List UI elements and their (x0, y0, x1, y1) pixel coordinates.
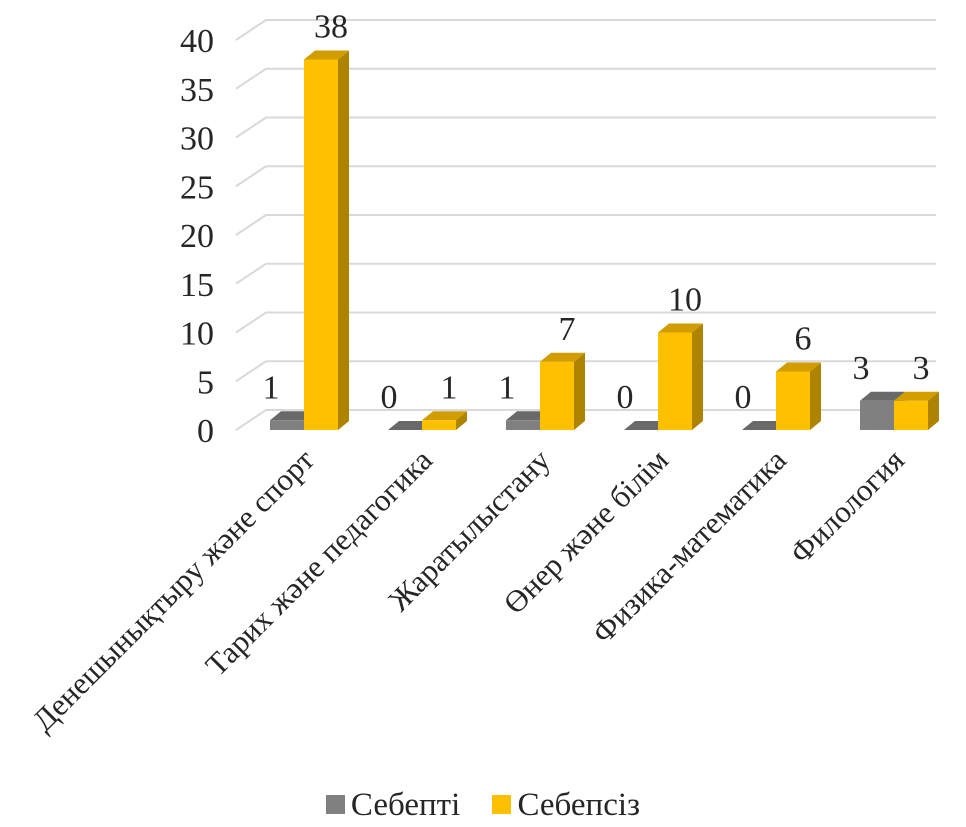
bar-top (624, 421, 669, 430)
gridline-side (235, 409, 267, 431)
legend-item-series-1: Себепті (325, 786, 461, 824)
y-tick-label: 25 (180, 169, 214, 206)
legend-label-series-1: Себепті (350, 786, 461, 823)
bar (422, 420, 456, 430)
gridline-side (235, 360, 267, 383)
bar-side (338, 50, 349, 430)
bar-side (692, 323, 703, 430)
bar-top (304, 50, 349, 60)
data-label: 10 (668, 282, 702, 319)
bar-top (776, 362, 821, 372)
bar (860, 400, 894, 430)
data-label: 0 (381, 379, 398, 416)
gridline-side (235, 311, 267, 334)
bar-top (270, 411, 315, 421)
data-label: 7 (559, 311, 576, 348)
gridline-side (235, 116, 267, 139)
bar-top (742, 421, 787, 430)
bar (540, 361, 574, 430)
data-label: 0 (735, 379, 752, 416)
category-label: Физика-математика (585, 442, 793, 650)
data-label: 1 (499, 369, 516, 406)
gridline-side (235, 214, 267, 236)
data-labels: 1 38 0 1 1 7 0 10 0 6 3 3 (263, 9, 930, 417)
y-tick-label: 10 (180, 316, 214, 353)
gridline-side (235, 19, 267, 41)
data-label: 6 (795, 321, 812, 358)
bar-top (388, 421, 433, 430)
data-label: 3 (853, 350, 870, 387)
y-tick-label: 40 (180, 23, 214, 60)
y-tick-label: 5 (197, 364, 214, 401)
data-label: 1 (263, 369, 280, 406)
bar (776, 371, 810, 430)
gridline-side (235, 67, 267, 90)
legend-swatch-series-2 (492, 794, 512, 814)
bar-side (810, 362, 821, 430)
category-label: Филология (783, 442, 911, 570)
y-tick-label: 20 (180, 218, 214, 255)
bar (894, 400, 928, 430)
legend-swatch-series-1 (325, 794, 345, 814)
bar (506, 420, 540, 430)
y-tick-label: 35 (180, 72, 214, 109)
legend: Себепті Себепсіз (0, 785, 966, 824)
bar-side (928, 391, 939, 430)
data-label: 38 (314, 9, 348, 46)
bar-top (506, 411, 551, 421)
bar (658, 332, 692, 430)
bars (270, 50, 939, 430)
bar-side (456, 411, 467, 430)
bar (304, 59, 338, 430)
legend-item-series-2: Себепсіз (492, 787, 640, 824)
bar-top (540, 352, 585, 362)
bar-top (658, 323, 703, 333)
gridline-side (235, 262, 267, 285)
data-label: 0 (617, 379, 634, 416)
data-label: 1 (441, 369, 458, 406)
bar-side (574, 352, 585, 430)
gridline-side (235, 165, 267, 188)
bar-chart: 0 5 10 15 20 25 30 35 40 1 38 0 1 1 7 0 10 0 6 3 3 Денешыны… (25, 9, 939, 738)
data-label: 3 (913, 350, 930, 387)
y-tick-label: 30 (180, 121, 214, 158)
bar-top (894, 391, 939, 401)
y-tick-label: 0 (197, 413, 214, 450)
bar-top (860, 391, 905, 401)
bar-top (422, 411, 467, 421)
y-tick-label: 15 (180, 267, 214, 304)
legend-label-series-2: Себепсіз (517, 786, 641, 823)
gridlines (235, 19, 936, 431)
category-label: Тарих және педагогика (198, 442, 439, 683)
bar (270, 420, 304, 430)
y-axis-ticks: 0 5 10 15 20 25 30 35 40 (180, 23, 214, 450)
